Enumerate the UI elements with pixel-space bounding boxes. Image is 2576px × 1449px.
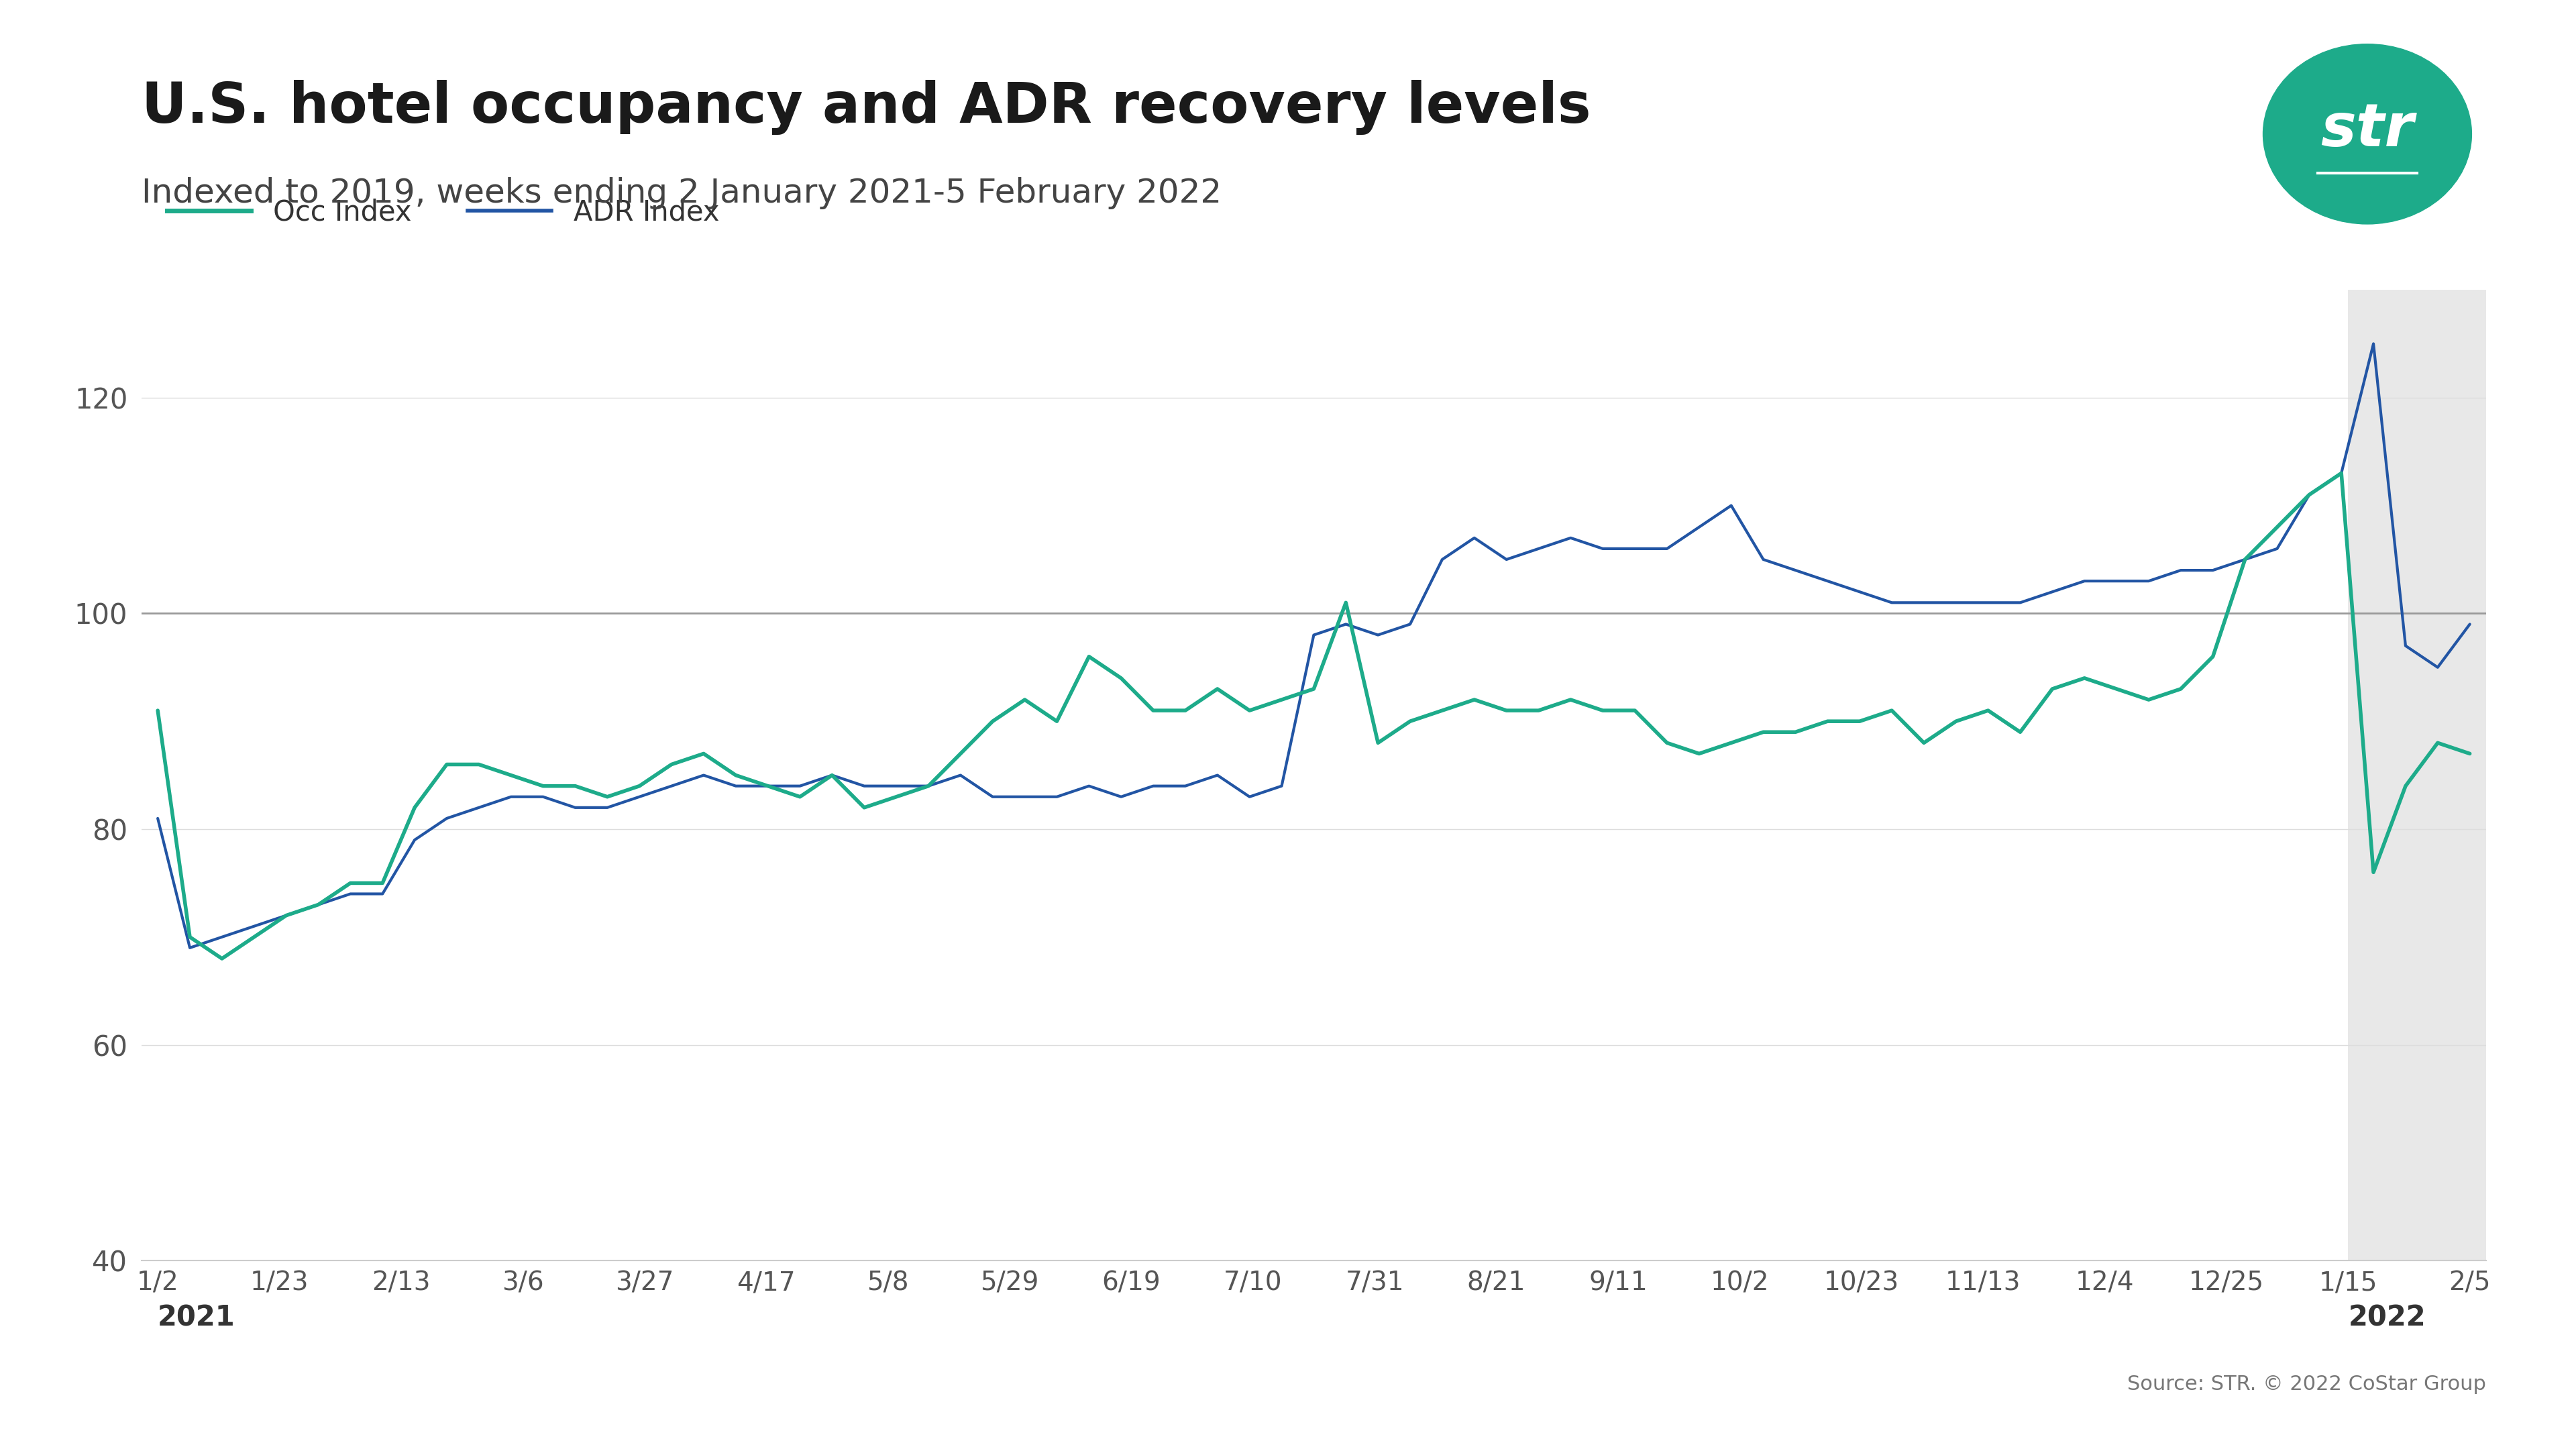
Circle shape bbox=[2264, 43, 2470, 225]
Legend: Occ Index, ADR Index: Occ Index, ADR Index bbox=[155, 187, 732, 238]
Text: str: str bbox=[2321, 101, 2414, 159]
Bar bbox=[2349, 290, 2486, 1261]
Text: Indexed to 2019, weeks ending 2 January 2021-5 February 2022: Indexed to 2019, weeks ending 2 January … bbox=[142, 177, 1221, 209]
Text: 2021: 2021 bbox=[157, 1304, 234, 1332]
Text: U.S. hotel occupancy and ADR recovery levels: U.S. hotel occupancy and ADR recovery le… bbox=[142, 80, 1592, 135]
Text: 2022: 2022 bbox=[2349, 1304, 2427, 1332]
Text: Source: STR. © 2022 CoStar Group: Source: STR. © 2022 CoStar Group bbox=[2128, 1375, 2486, 1394]
